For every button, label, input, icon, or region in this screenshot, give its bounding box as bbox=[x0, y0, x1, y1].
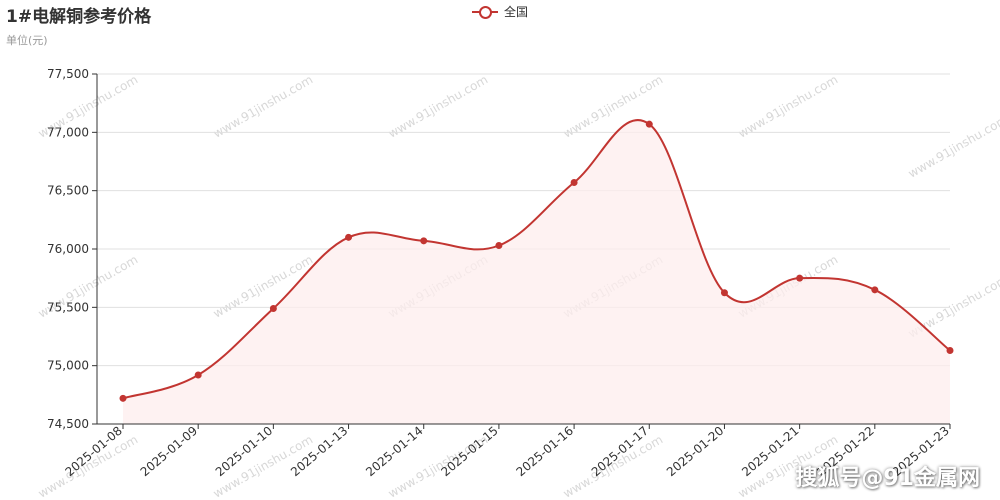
data-point bbox=[946, 347, 954, 354]
x-tick-label: 2025-01-09 bbox=[138, 424, 200, 480]
data-point bbox=[194, 371, 202, 379]
x-tick-label: 2025-01-16 bbox=[514, 424, 576, 480]
watermark-text: www.91jinshu.com bbox=[211, 72, 316, 140]
x-tick-label: 2025-01-20 bbox=[664, 424, 726, 480]
data-point bbox=[871, 286, 879, 294]
data-points bbox=[119, 120, 954, 402]
y-tick-label: 77,500 bbox=[47, 67, 89, 81]
area-fill bbox=[123, 120, 950, 424]
data-point bbox=[269, 305, 277, 312]
data-point bbox=[420, 237, 428, 245]
y-tick-label: 76,000 bbox=[47, 242, 89, 256]
brand-watermark: 搜狐号@91金属网 bbox=[795, 466, 980, 491]
y-tick-label: 74,500 bbox=[47, 417, 89, 431]
data-point bbox=[645, 120, 653, 128]
legend[interactable]: 全国 bbox=[472, 3, 528, 20]
data-point bbox=[570, 179, 578, 186]
watermark-text: www.91jinshu.com bbox=[386, 72, 491, 140]
y-tick-label: 77,000 bbox=[47, 125, 89, 139]
data-point bbox=[796, 274, 804, 282]
watermark-text: www.91jinshu.com bbox=[906, 112, 1000, 180]
y-tick-label: 75,500 bbox=[47, 300, 89, 314]
data-point bbox=[345, 233, 353, 241]
chart-title: 1#电解铜参考价格 bbox=[6, 7, 152, 27]
data-point bbox=[495, 242, 503, 249]
watermark-text: www.91jinshu.com bbox=[736, 72, 841, 140]
data-point bbox=[720, 289, 728, 297]
x-tick-label: 2025-01-15 bbox=[438, 424, 500, 480]
y-tick-label: 75,000 bbox=[47, 359, 89, 373]
legend-line-circle-icon bbox=[472, 5, 498, 19]
y-tick-labels: 74,500 75,000 75,500 76,000 76,500 77,000 77,5… bbox=[47, 67, 89, 431]
data-point bbox=[119, 394, 127, 402]
y-tick-label: 76,500 bbox=[47, 184, 89, 198]
y-axis-unit-label: 单位(元) bbox=[6, 34, 48, 47]
legend-label: 全国 bbox=[504, 5, 529, 19]
watermark-text: www.91jinshu.com bbox=[36, 432, 141, 500]
axes bbox=[96, 74, 951, 429]
